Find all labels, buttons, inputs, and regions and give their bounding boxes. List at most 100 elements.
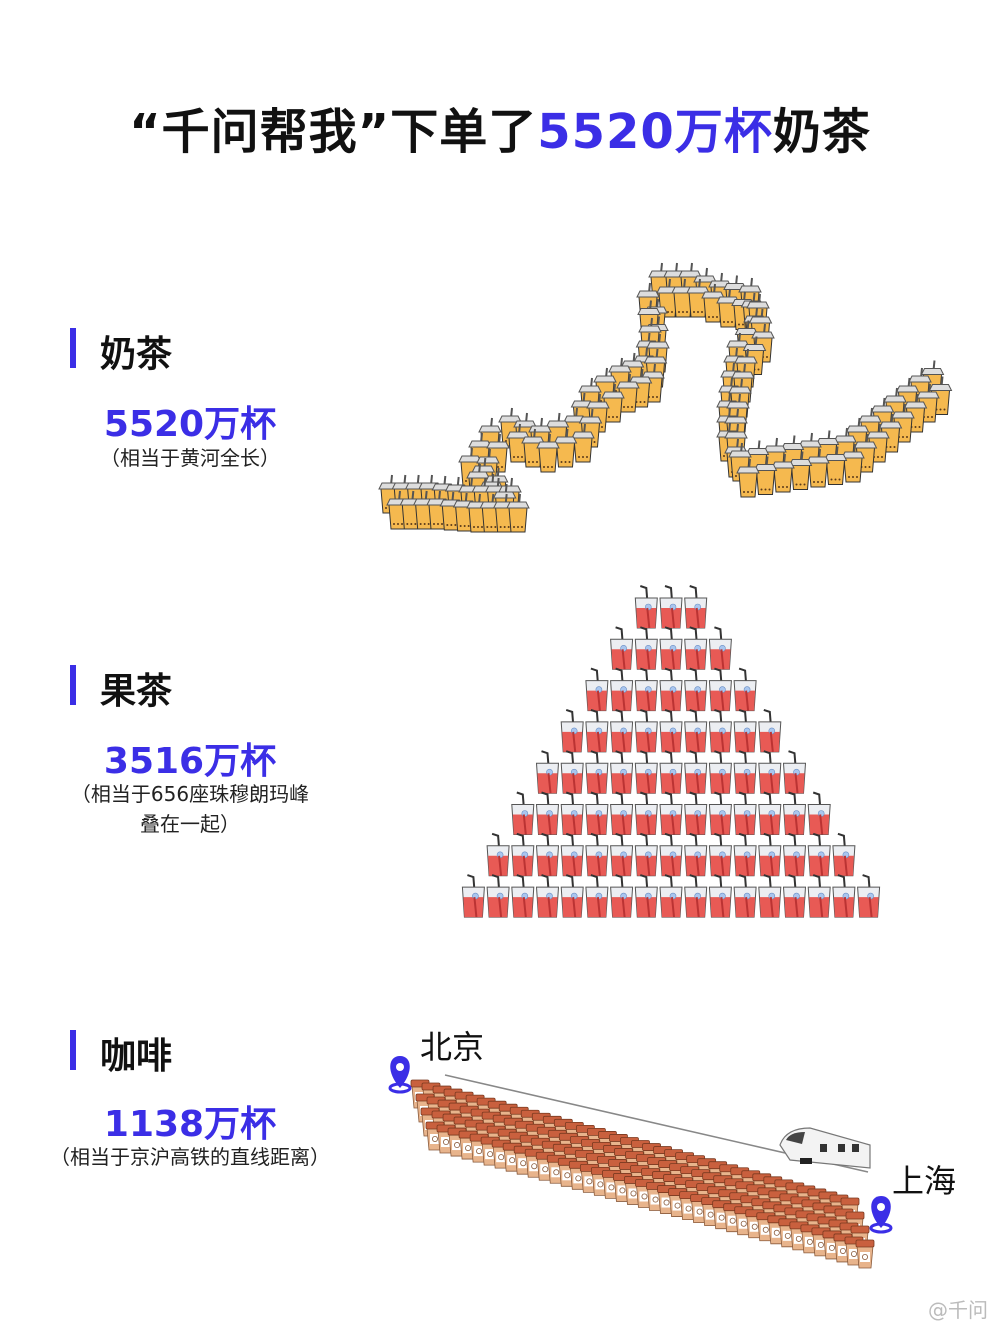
fruit-tea-cup-icon — [634, 874, 658, 918]
city-label-shanghai: 上海 — [892, 1162, 957, 1200]
fruit-tea-cup-icon — [758, 874, 782, 918]
fruit-tea-cup-icon — [560, 708, 584, 753]
milk-tea-cup-icon — [701, 283, 725, 323]
fruit-tea-cup-icon — [782, 832, 807, 877]
fruit-tea-cup-icon — [585, 832, 609, 877]
milk-tea-cup-icon — [736, 458, 760, 498]
section-count-coffee: 1138万杯 — [103, 1104, 277, 1145]
fruit-tea-cup-icon — [535, 832, 560, 877]
fruit-tea-cup-icon — [708, 750, 732, 794]
high-speed-train-icon — [779, 1127, 871, 1169]
fruit-tea-cup-icon — [511, 791, 535, 835]
section-note-fruit-tea: （相当于656座珠穆朗玛峰 叠在一起） — [20, 779, 360, 839]
section-marker — [70, 328, 76, 368]
fruit-tea-cup-icon — [610, 750, 634, 794]
fruit-tea-cup-icon — [585, 874, 609, 918]
fruit-tea-cup-icon — [659, 874, 683, 918]
note-line-1: （相当于656座珠穆朗玛峰 — [70, 782, 310, 806]
section-name-milk-tea: 奶茶 — [100, 334, 173, 375]
milk-tea-cup-icon — [753, 456, 778, 495]
milk-tea-cup-icon — [841, 443, 865, 483]
fruit-tea-cup-icon — [610, 832, 634, 877]
fruit-tea-cup-icon — [708, 832, 732, 877]
milk-tea-cup-icon — [788, 451, 813, 490]
fruit-tea-cup-icon — [634, 667, 658, 712]
fruit-tea-cup-icon — [782, 874, 807, 918]
fruit-tea-cup-icon — [733, 667, 757, 712]
milk-tea-cup-icon — [553, 428, 578, 468]
fruit-tea-cup-icon — [758, 832, 782, 877]
fruit-tea-cup-icon — [708, 874, 732, 918]
fruit-tea-cup-icon — [535, 791, 560, 835]
fruit-tea-cup-icon — [684, 750, 708, 794]
section-count-fruit-tea: 3516万杯 — [103, 741, 277, 782]
fruit-tea-cup-icon — [560, 750, 584, 794]
milk-tea-cup-icon — [686, 278, 710, 318]
fruit-tea-cup-icon — [684, 874, 708, 918]
milk-tea-cup-icon — [671, 278, 695, 318]
fruit-tea-cup-icon — [659, 708, 683, 753]
fruit-tea-cup-icon — [684, 667, 708, 712]
fruit-tea-cup-icon — [461, 874, 485, 918]
fruit-tea-cup-icon — [807, 791, 831, 835]
fruit-tea-cup-icon — [659, 626, 683, 670]
fruit-tea-cup-icon — [684, 832, 708, 877]
fruit-tea-cup-icon — [634, 626, 658, 670]
fruit-tea-cup-icon — [733, 832, 757, 877]
section-marker — [70, 1030, 76, 1070]
fruit-tea-cup-icon — [708, 708, 732, 753]
location-pin-icon — [869, 1196, 893, 1234]
fruit-tea-cup-icon — [610, 791, 634, 835]
fruit-tea-cup-icon — [733, 708, 757, 753]
watermark: @千问 — [928, 1298, 988, 1322]
fruit-tea-cup-icon — [634, 585, 658, 629]
fruit-tea-cup-icon — [610, 874, 634, 918]
fruit-tea-cup-icon — [610, 708, 634, 753]
fruit-tea-cup-icon — [511, 874, 535, 918]
fruit-tea-cup-icon — [585, 791, 609, 835]
fruit-tea-cup-icon — [585, 750, 609, 794]
title-prefix: “千问帮我”下单了 — [129, 104, 538, 160]
fruit-tea-cup-icon — [511, 832, 535, 877]
fruit-tea-cup-icon — [610, 626, 634, 670]
milk-tea-cup-icon — [601, 383, 625, 423]
section-name-fruit-tea: 果茶 — [100, 671, 173, 712]
fruit-tea-cup-icon — [610, 667, 634, 712]
fruit-tea-cup-icon — [659, 750, 683, 794]
section-count-milk-tea: 5520万杯 — [103, 404, 277, 445]
section-marker — [70, 665, 76, 705]
fruit-tea-cup-icon — [684, 626, 708, 670]
fruit-tea-cup-icon — [634, 832, 658, 877]
fruit-tea-cup-icon — [832, 874, 856, 918]
milk-tea-cup-icon — [716, 288, 740, 328]
fruit-tea-cup-icon — [708, 626, 732, 670]
section-note-milk-tea: （相当于黄河全长） — [100, 446, 280, 470]
milk-tea-cup-icon — [506, 493, 530, 533]
fruit-tea-cup-icon — [782, 750, 807, 794]
milk-tea-cup-icon — [823, 446, 848, 485]
fruit-tea-cup-icon — [807, 832, 831, 877]
fruit-tea-cup-icon — [708, 667, 732, 712]
fruit-tea-cup-icon — [708, 791, 732, 835]
coffee-cup-icon — [855, 1239, 875, 1269]
fruit-tea-cup-icon — [659, 791, 683, 835]
fruit-tea-cup-icon — [659, 585, 683, 629]
location-pin-icon — [388, 1056, 412, 1094]
fruit-tea-cup-icon — [857, 874, 881, 918]
fruit-tea-cup-icon — [684, 791, 708, 835]
fruit-tea-cup-icon — [733, 791, 757, 835]
fruit-tea-cup-icon — [758, 791, 782, 835]
milk-tea-cup-icon — [536, 433, 560, 473]
section-name-coffee: 咖啡 — [100, 1036, 173, 1077]
milk-tea-cup-icon — [521, 428, 545, 468]
section-note-coffee: （相当于京沪高铁的直线距离） — [50, 1145, 330, 1169]
milk-tea-cup-icon — [506, 423, 530, 463]
page-title: “千问帮我”下单了5520万杯奶茶 — [0, 92, 1000, 162]
fruit-tea-cup-icon — [659, 832, 683, 877]
fruit-tea-cup-icon — [782, 791, 807, 835]
fruit-tea-cup-icon — [634, 750, 658, 794]
milk-tea-cup-icon — [806, 448, 830, 488]
fruit-tea-cup-icon — [634, 708, 658, 753]
fruit-tea-cup-icon — [684, 708, 708, 753]
